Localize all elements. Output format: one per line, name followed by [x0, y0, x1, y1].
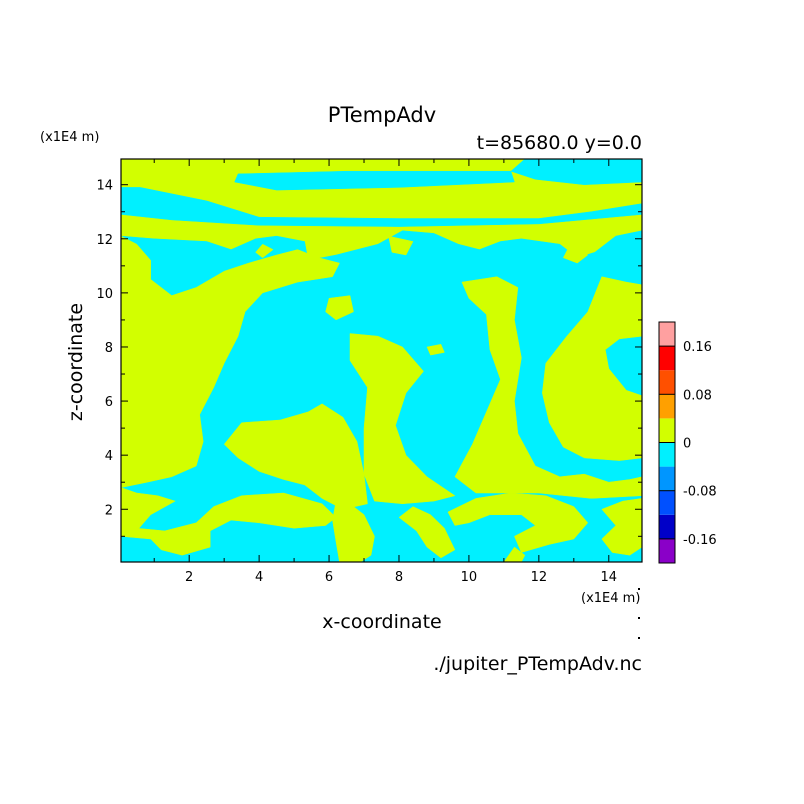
colorbar-swatch [659, 322, 675, 347]
contour-region-nonnegative [398, 506, 456, 559]
x-axis-title: x-coordinate [322, 611, 441, 633]
contour-region-nonnegative [447, 492, 589, 553]
colorbar: 0.16 0.08 0 -0.08 -0.16 [658, 321, 717, 564]
y-tick-label: 12 [96, 233, 113, 248]
colorbar-swatch [659, 490, 675, 515]
contour-region-nonnegative [349, 333, 456, 505]
contour-regions [121, 159, 642, 562]
x-tick-label: 4 [255, 570, 263, 585]
contour-region-nonnegative [503, 546, 526, 562]
colorbar-tick-label: -0.16 [683, 533, 717, 548]
x-tick-label: 10 [461, 570, 478, 585]
y-tick-label: 10 [96, 287, 113, 302]
contour-region-nonnegative [563, 243, 589, 264]
colorbar-swatch [659, 538, 675, 563]
contour-region-nonnegative [426, 344, 445, 356]
colorbar-tick-label: 0 [683, 437, 691, 452]
y-tick-label: 8 [105, 341, 113, 356]
contour-field [121, 159, 642, 562]
x-unit-label: (x1E4 m) [581, 591, 640, 606]
source-file-label: ./jupiter_PTempAdv.nc [433, 653, 642, 675]
x-tick-label: 6 [325, 570, 333, 585]
contour-region-negative [234, 170, 515, 191]
contour-region-nonnegative [325, 295, 354, 321]
colorbar-swatch [659, 466, 675, 491]
colorbar-swatch [659, 394, 675, 419]
plot-frame [120, 158, 643, 563]
contour-region-nonnegative [454, 276, 642, 499]
y-tick-label: 14 [96, 179, 113, 194]
contour-region-nonnegative [601, 498, 642, 556]
colorbar-tick-label: -0.08 [683, 485, 717, 500]
contour-region-nonnegative [121, 235, 340, 488]
y-unit-label: (x1E4 m) [40, 130, 99, 145]
contour-region-negative [121, 187, 642, 227]
contour-region-nonnegative [542, 276, 642, 461]
chart-title: PTempAdv [328, 103, 436, 127]
y-axis-title: z-coordinate [65, 303, 87, 421]
contour-region-nonnegative [255, 243, 274, 258]
contour-region-nonnegative [223, 403, 368, 510]
colorbar-swatch [659, 418, 675, 443]
colorbar-tick-label: 0.16 [683, 340, 712, 355]
contour-region-nonnegative [332, 500, 375, 562]
colorbar-swatch [659, 370, 675, 395]
x-tick-label: 12 [531, 570, 548, 585]
contour-region-nonnegative [388, 235, 414, 256]
colorbar-swatch [659, 442, 675, 467]
x-tick-label: 14 [601, 570, 618, 585]
x-axis: 2 4 6 8 10 12 14 [153, 159, 618, 585]
y-axis: 2 4 6 8 10 12 14 [96, 179, 642, 537]
contour-region-nonnegative [121, 492, 337, 556]
y-tick-label: 2 [105, 503, 113, 518]
colorbar-swatch [659, 514, 675, 539]
chart-subtitle: t=85680.0 y=0.0 [477, 132, 642, 154]
x-tick-label: 2 [185, 570, 193, 585]
y-tick-label: 6 [105, 395, 113, 410]
colorbar-swatch [659, 346, 675, 371]
axis-ellipsis-marks [638, 588, 640, 639]
x-tick-label: 8 [395, 570, 403, 585]
y-tick-label: 4 [105, 449, 113, 464]
colorbar-tick-label: 0.08 [683, 388, 712, 403]
